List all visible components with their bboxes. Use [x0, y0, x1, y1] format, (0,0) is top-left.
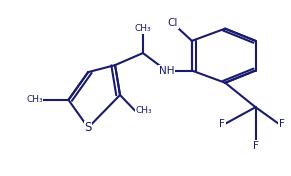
Text: CH₃: CH₃: [26, 95, 43, 104]
Text: NH: NH: [159, 65, 174, 76]
Text: CH₃: CH₃: [135, 106, 152, 115]
Text: F: F: [253, 141, 258, 151]
Text: F: F: [279, 119, 285, 129]
Text: F: F: [219, 119, 225, 129]
Text: Cl: Cl: [168, 18, 178, 28]
Text: CH₃: CH₃: [134, 24, 151, 33]
Text: S: S: [84, 121, 92, 134]
